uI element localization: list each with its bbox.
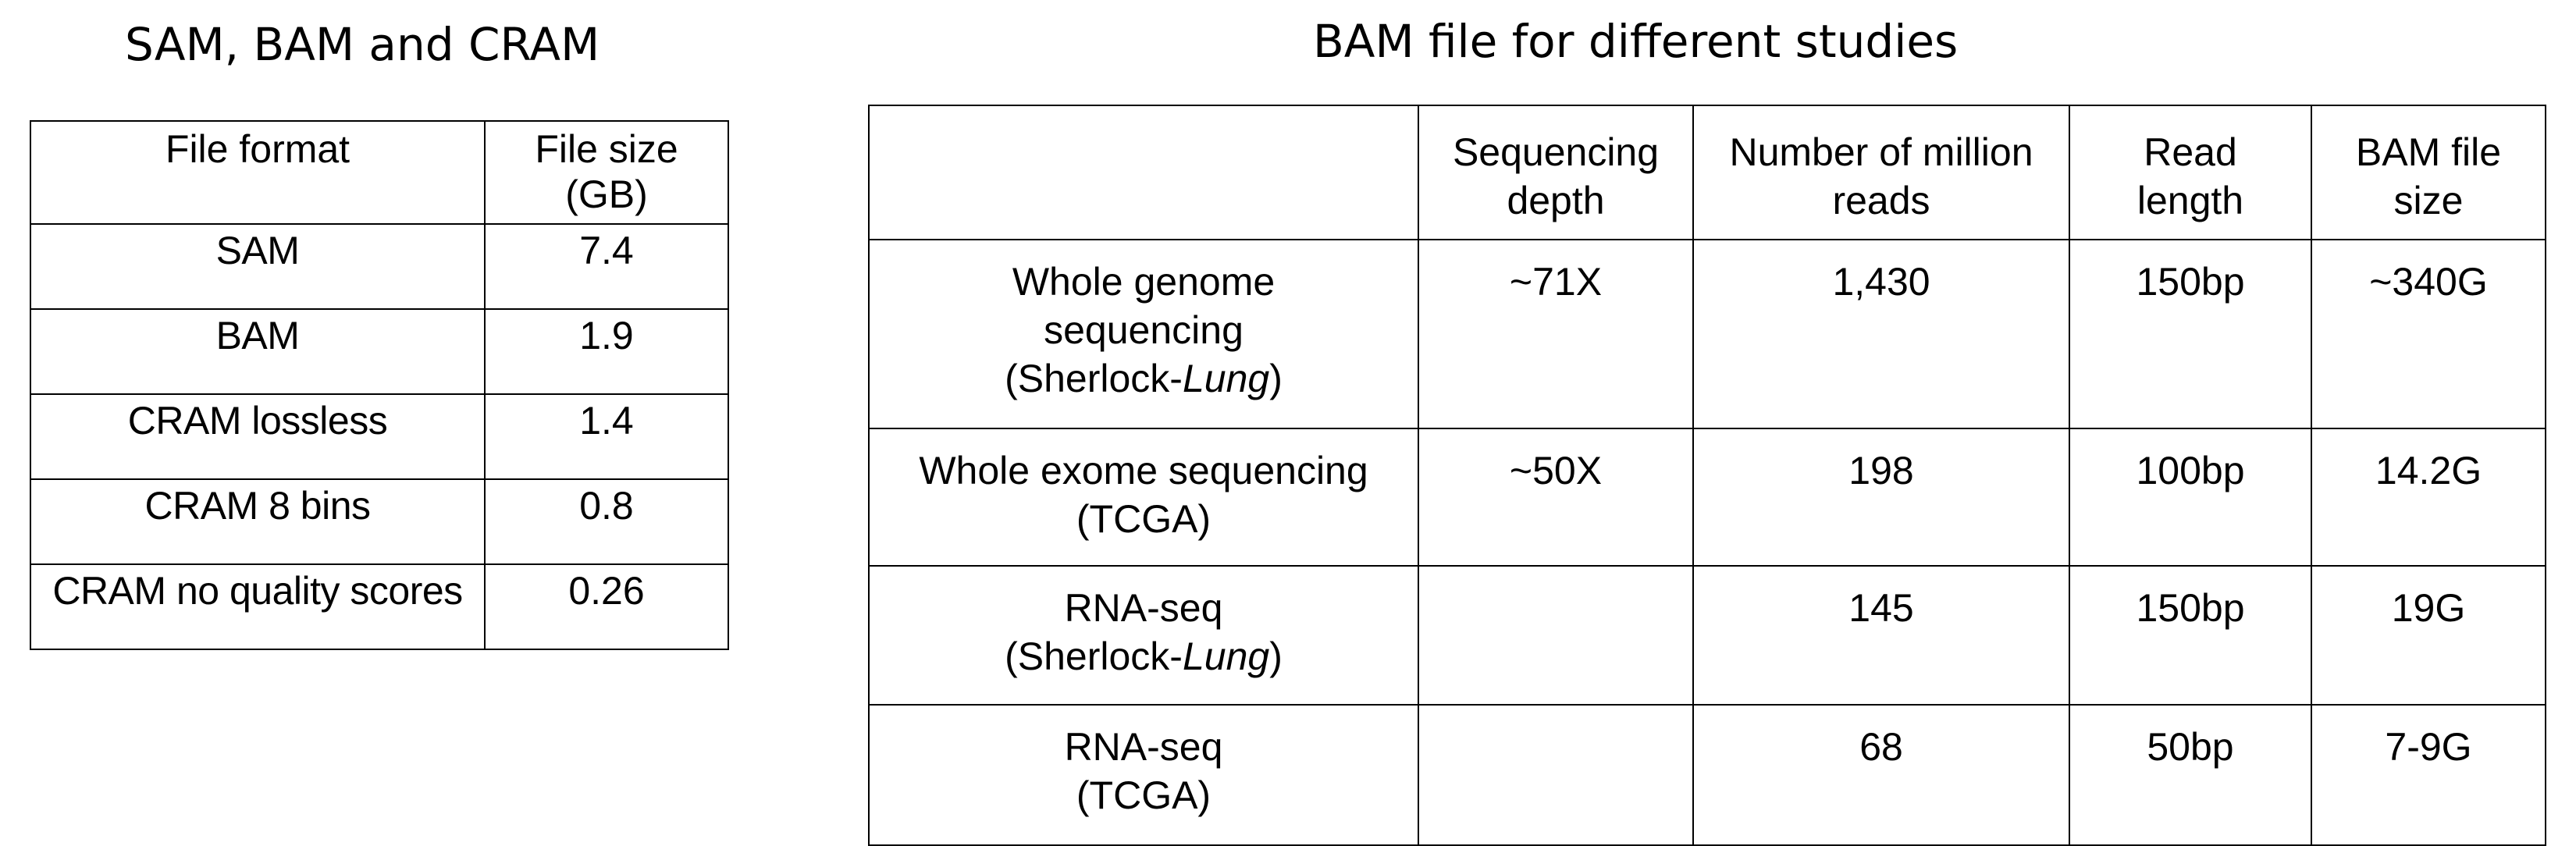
study-name-line3: (Sherlock-Lung)	[870, 354, 1417, 403]
format-name: CRAM 8 bins	[30, 478, 486, 565]
header-study-blank	[868, 105, 1419, 240]
file-format-title: SAM, BAM and CRAM	[125, 18, 600, 71]
table-row: RNA-seq (Sherlock-Lung) 145 150bp 19G	[868, 565, 2546, 706]
study-name-line2: sequencing	[1044, 308, 1244, 352]
million-reads: 198	[1692, 428, 2070, 567]
study-source-prefix: (Sherlock-	[1005, 357, 1183, 400]
format-size: 1.9	[484, 308, 729, 395]
million-reads: 1,430	[1692, 239, 2070, 429]
header-bam-line1: BAM file	[2355, 130, 2502, 174]
bam-studies-title: BAM file for different studies	[1313, 15, 1959, 68]
table-header-row: File format File size (GB)	[30, 120, 729, 225]
header-sequencing-depth: Sequencing depth	[1418, 105, 1694, 240]
table-row: CRAM 8 bins 0.8	[30, 478, 729, 565]
table-header-row: Sequencing depth Number of million reads…	[868, 105, 2546, 240]
study-name-line1: Whole genome	[1012, 260, 1276, 304]
header-file-size: File size (GB)	[484, 120, 729, 225]
header-length-line1: Read	[2144, 130, 2237, 174]
table-row: BAM 1.9	[30, 308, 729, 395]
table-row: Whole genome sequencing (Sherlock-Lung) …	[868, 239, 2546, 429]
study-name: RNA-seq (Sherlock-Lung)	[868, 565, 1419, 706]
table-row: CRAM lossless 1.4	[30, 393, 729, 480]
file-format-size-table: File format File size (GB) SAM 7.4 BAM 1…	[30, 120, 729, 650]
header-file-size-line2: (GB)	[565, 172, 648, 216]
format-name: SAM	[30, 223, 486, 310]
header-bam-line2: size	[2393, 179, 2464, 222]
study-name-line1: Whole exome sequencing	[919, 449, 1368, 492]
header-file-size-line1: File size	[535, 127, 678, 171]
study-name: Whole exome sequencing (TCGA)	[868, 428, 1419, 567]
table-row: CRAM no quality scores 0.26	[30, 563, 729, 650]
header-read-length: Read length	[2069, 105, 2312, 240]
sequencing-depth: ~71X	[1418, 239, 1694, 429]
header-length-line2: length	[2137, 179, 2244, 222]
header-reads-line2: reads	[1832, 179, 1930, 222]
format-name: CRAM no quality scores	[30, 563, 486, 650]
format-size: 0.26	[484, 563, 729, 650]
bam-size: 19G	[2311, 565, 2546, 706]
header-file-format: File format	[30, 120, 486, 225]
bam-size: ~340G	[2311, 239, 2546, 429]
study-source-italic: Lung	[1182, 634, 1270, 678]
study-name: Whole genome sequencing (Sherlock-Lung)	[868, 239, 1419, 429]
million-reads: 68	[1692, 704, 2070, 846]
header-reads-line1: Number of million	[1729, 130, 2033, 174]
study-name-line1: RNA-seq	[1064, 725, 1223, 769]
sequencing-depth	[1418, 704, 1694, 846]
table-row: SAM 7.4	[30, 223, 729, 310]
study-name-line2: (Sherlock-Lung)	[870, 632, 1417, 681]
format-name: CRAM lossless	[30, 393, 486, 480]
sequencing-depth	[1418, 565, 1694, 706]
study-name: RNA-seq (TCGA)	[868, 704, 1419, 846]
study-name-line2: (TCGA)	[1076, 497, 1212, 541]
header-million-reads: Number of million reads	[1692, 105, 2070, 240]
study-source-suffix: )	[1269, 357, 1283, 400]
header-depth-line1: Sequencing	[1452, 130, 1660, 174]
bam-size: 7-9G	[2311, 704, 2546, 846]
read-length: 100bp	[2069, 428, 2312, 567]
format-size: 7.4	[484, 223, 729, 310]
read-length: 50bp	[2069, 704, 2312, 846]
format-name: BAM	[30, 308, 486, 395]
header-depth-line2: depth	[1507, 179, 1605, 222]
study-source-italic: Lung	[1182, 357, 1270, 400]
bam-studies-table: Sequencing depth Number of million reads…	[868, 105, 2546, 846]
study-name-line2: (TCGA)	[1076, 773, 1212, 817]
table-row: Whole exome sequencing (TCGA) ~50X 198 1…	[868, 428, 2546, 567]
study-name-line1: RNA-seq	[1064, 586, 1223, 630]
header-bam-size: BAM file size	[2311, 105, 2546, 240]
read-length: 150bp	[2069, 239, 2312, 429]
study-source-suffix: )	[1269, 634, 1283, 678]
format-size: 1.4	[484, 393, 729, 480]
read-length: 150bp	[2069, 565, 2312, 706]
format-size: 0.8	[484, 478, 729, 565]
million-reads: 145	[1692, 565, 2070, 706]
sequencing-depth: ~50X	[1418, 428, 1694, 567]
bam-size: 14.2G	[2311, 428, 2546, 567]
table-row: RNA-seq (TCGA) 68 50bp 7-9G	[868, 704, 2546, 846]
study-source-prefix: (Sherlock-	[1005, 634, 1183, 678]
